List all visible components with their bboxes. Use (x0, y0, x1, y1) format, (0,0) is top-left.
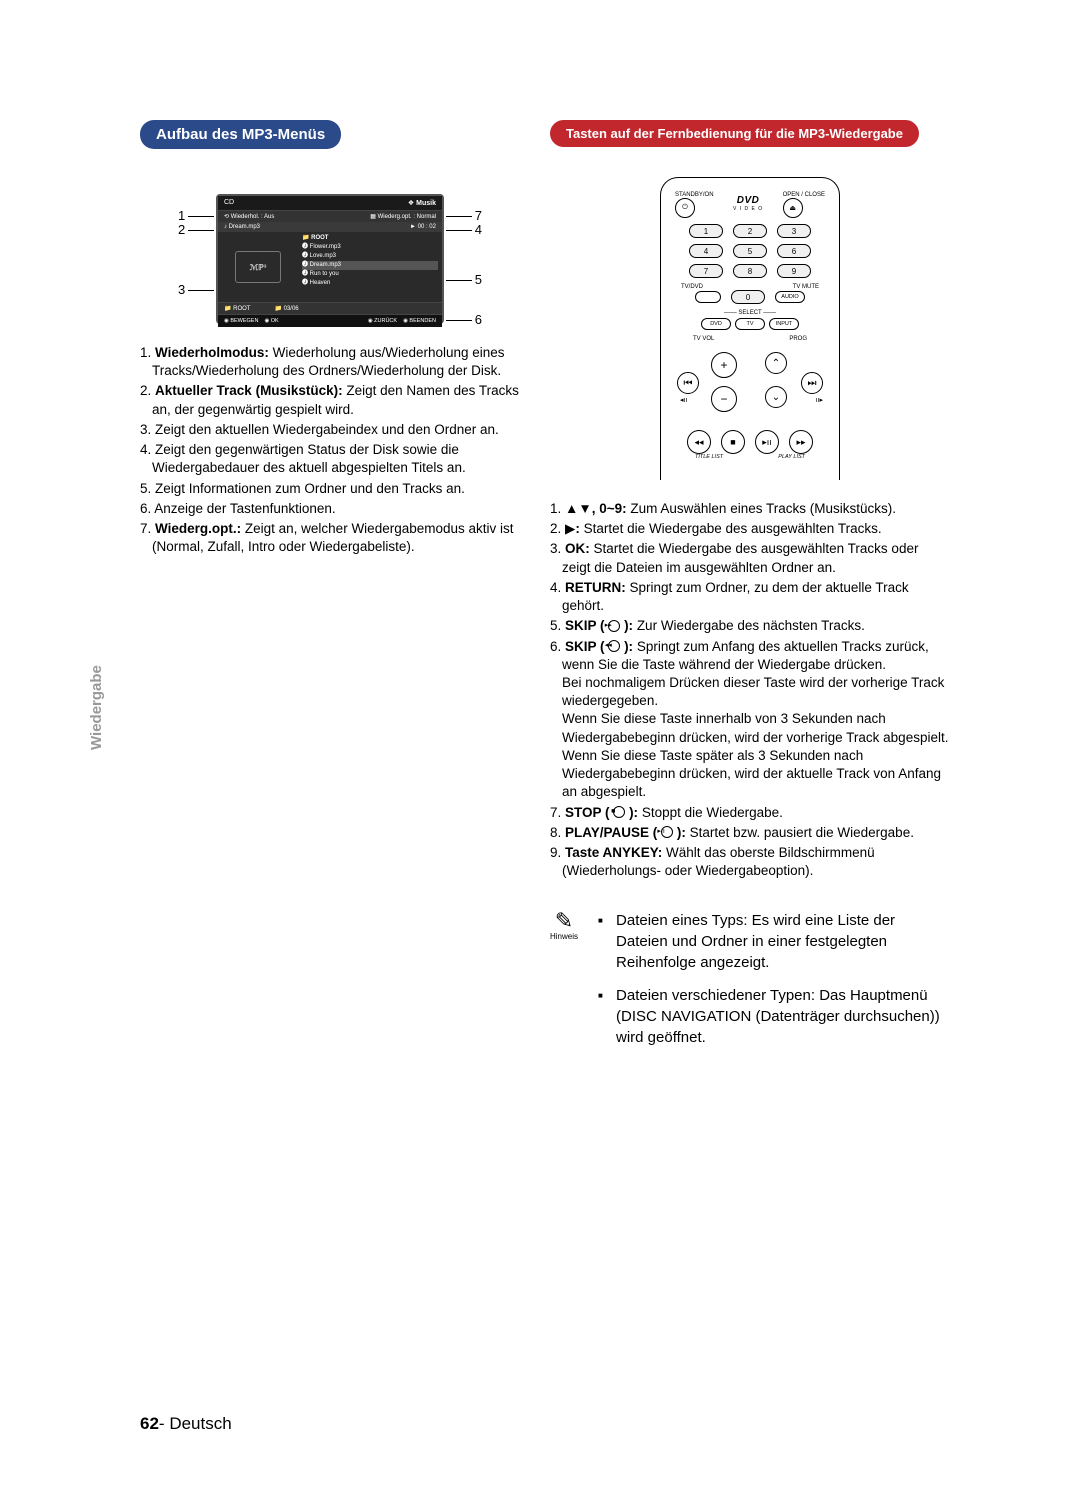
right-list-item: 9. Taste ANYKEY: Wählt das oberste Bilds… (550, 844, 950, 880)
page-content: Aufbau des MP3-Menüs 1 2 3 7 4 5 6 (140, 120, 950, 1060)
scr-filelist: 📁 ROOT 🅙 Flower.mp3 🅙 Love.mp3 🅙 Dream.m… (298, 232, 442, 302)
rm-tvmute-label: TV MUTE (793, 284, 819, 290)
left-list-item: 4. Zeigt den gegenwärtigen Status der Di… (140, 441, 520, 477)
rm-num-3[interactable]: 3 (777, 224, 811, 238)
page-footer: 62- Deutsch (140, 1414, 232, 1434)
right-list-item: 5. SKIP ( ▸▸ ): Zur Wiedergabe des nächs… (550, 617, 950, 635)
left-list-item: 5. Zeigt Informationen zum Ordner und de… (140, 480, 520, 498)
callout-5: 5 (475, 272, 482, 287)
rm-skip-prev[interactable]: ⏮ (677, 372, 699, 394)
rm-numpad: 1 2 3 4 5 6 7 8 9 (675, 224, 825, 278)
rm-num-4[interactable]: 4 (689, 244, 723, 258)
scr-footer: ◉ BEWEGEN ◉ OK ◉ ZURÜCK ◉ BEENDEN (218, 314, 442, 327)
scr-mode: ▦ Wiederg.opt. : Normal (370, 213, 436, 220)
mp3-screen: CD ❖ Musik ⟲ Wiederhol. : Aus ▦ Wiederg.… (216, 194, 444, 324)
right-list-item: 8. PLAY/PAUSE ( ▸ıı ): Startet bzw. paus… (550, 824, 950, 842)
screen-figure: 1 2 3 7 4 5 6 CD ❖ Musik (180, 194, 480, 324)
rm-prog-down[interactable]: ⌄ (765, 386, 787, 408)
rm-tvdvd-btn[interactable] (695, 291, 721, 303)
rm-vol-down[interactable]: − (711, 386, 737, 412)
rm-tvvol-label: TV VOL (693, 336, 714, 342)
rm-vol-up[interactable]: + (711, 352, 737, 378)
remote-figure: STANDBY/ON ⏻ DVD V I D E O OPEN / CLOSE … (640, 177, 860, 480)
rm-play-label: PLAY LIST (778, 454, 805, 460)
callout-1: 1 (178, 208, 185, 223)
rm-num-2[interactable]: 2 (733, 224, 767, 238)
right-list-item: 1. ▲▼, 0~9: Zum Auswählen eines Tracks (… (550, 500, 950, 518)
left-heading: Aufbau des MP3-Menüs (140, 120, 341, 149)
rm-num-8[interactable]: 8 (733, 264, 767, 278)
right-list-item: 2. ▶: Startet die Wiedergabe des ausgewä… (550, 520, 950, 538)
scr-now: ♪ Dream.mp3 (224, 224, 260, 230)
rm-skip-next[interactable]: ⏭ (801, 372, 823, 394)
right-list-item: 4. RETURN: Springt zum Ordner, zu dem de… (550, 579, 950, 615)
rm-prog-label: PROG (789, 336, 807, 342)
callout-2: 2 (178, 222, 185, 237)
note-item: Dateien verschiedener Typen: Das Hauptme… (598, 985, 950, 1048)
rm-sel-dvd[interactable]: DVD (701, 318, 731, 330)
left-list-item: 3. Zeigt den aktuellen Wiedergabeindex u… (140, 421, 520, 439)
rm-open-label: OPEN / CLOSE (783, 192, 825, 198)
callout-4: 4 (475, 222, 482, 237)
callout-3: 3 (178, 282, 185, 297)
right-column: Tasten auf der Fernbedienung für die MP3… (550, 120, 950, 1060)
rm-num-9[interactable]: 9 (777, 264, 811, 278)
right-list: 1. ▲▼, 0~9: Zum Auswählen eines Tracks (… (550, 500, 950, 880)
left-list-item: 6. Anzeige der Tastenfunktionen. (140, 500, 520, 518)
note-label: Hinweis (550, 932, 578, 941)
rm-num-5[interactable]: 5 (733, 244, 767, 258)
note-block: ✎ Hinweis Dateien eines Typs: Es wird ei… (550, 910, 950, 1060)
rm-dvd-logo: DVD (733, 195, 763, 206)
mp3-logo: ℳℙ³ (235, 251, 281, 283)
left-list-item: 2. Aktueller Track (Musikstück): Zeigt d… (140, 382, 520, 418)
rm-num-7[interactable]: 7 (689, 264, 723, 278)
rm-open-btn[interactable]: ⏏ (783, 198, 803, 218)
scr-time: ► 00 : 02 (410, 224, 436, 230)
scr-repeat: ⟲ Wiederhol. : Aus (224, 213, 274, 220)
rm-select-label: ─── SELECT ─── (675, 310, 825, 316)
rm-video-label: V I D E O (733, 206, 763, 212)
rm-title-label: TITLE LIST (695, 454, 723, 460)
callout-6: 6 (475, 312, 482, 327)
rm-tvdvd-label: TV/DVD (681, 284, 703, 290)
rm-sel-input[interactable]: INPUT (769, 318, 799, 330)
right-list-item: 3. OK: Startet die Wiedergabe des ausgew… (550, 540, 950, 576)
note-icon: ✎ (550, 910, 578, 932)
rm-prog-up[interactable]: ⌃ (765, 352, 787, 374)
right-list-item: 6. SKIP ( ◂◂ ): Springt zum Anfang des a… (550, 638, 950, 802)
rm-audio-btn[interactable]: AUDIO (775, 291, 805, 303)
note-item: Dateien eines Typs: Es wird eine Liste d… (598, 910, 950, 973)
scr-musik: ❖ Musik (408, 199, 436, 207)
rm-num-1[interactable]: 1 (689, 224, 723, 238)
rm-num-0[interactable]: 0 (731, 290, 765, 304)
right-list-item: 7. STOP ( ■ ): Stoppt die Wiedergabe. (550, 804, 950, 822)
left-column: Aufbau des MP3-Menüs 1 2 3 7 4 5 6 (140, 120, 520, 1060)
rm-standby-label: STANDBY/ON (675, 192, 714, 198)
scr-cd: CD (224, 199, 234, 207)
rm-num-6[interactable]: 6 (777, 244, 811, 258)
rm-sel-tv[interactable]: TV (735, 318, 765, 330)
left-list: 1. Wiederholmodus: Wiederholung aus/Wied… (140, 344, 520, 556)
side-tab: Wiedergabe (88, 665, 105, 750)
callout-7: 7 (475, 208, 482, 223)
right-heading: Tasten auf der Fernbedienung für die MP3… (550, 120, 919, 147)
left-list-item: 1. Wiederholmodus: Wiederholung aus/Wied… (140, 344, 520, 380)
left-list-item: 7. Wiederg.opt.: Zeigt an, welcher Wiede… (140, 520, 520, 556)
rm-standby-btn[interactable]: ⏻ (675, 198, 695, 218)
note-list: Dateien eines Typs: Es wird eine Liste d… (598, 910, 950, 1048)
